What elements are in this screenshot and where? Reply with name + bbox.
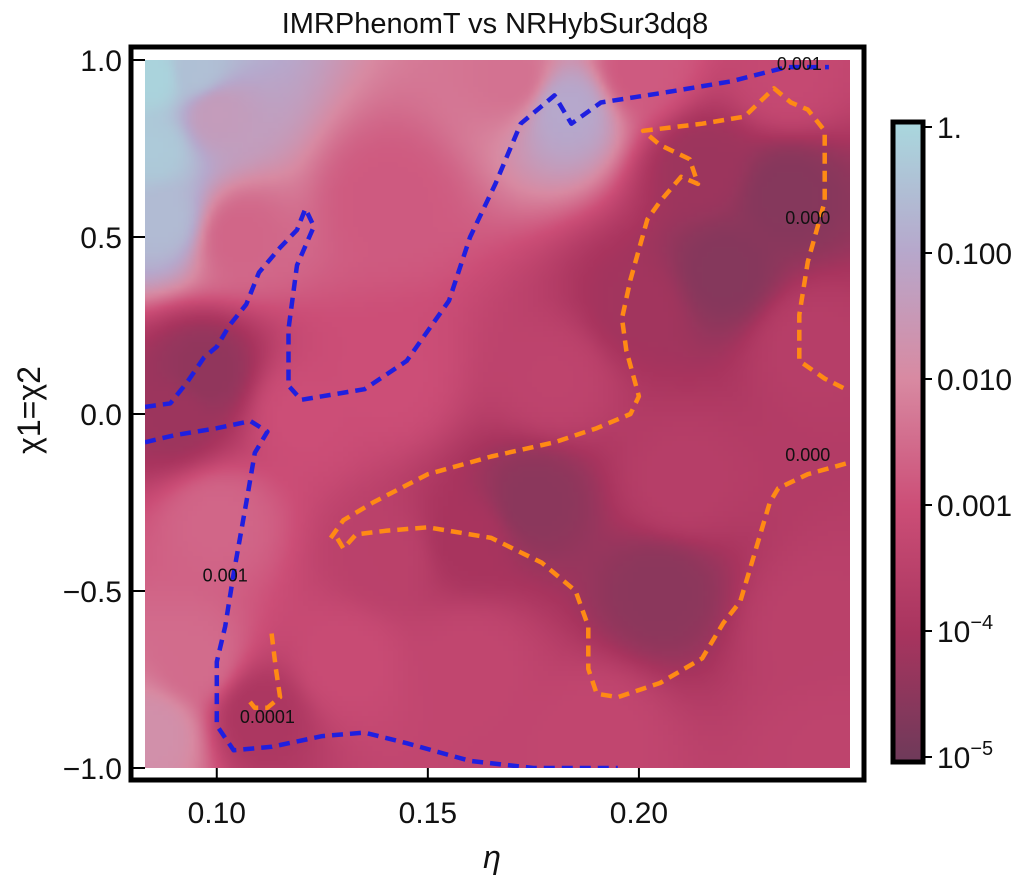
- y-axis-label: χ1=χ2: [11, 366, 47, 454]
- contour-label: 0.001: [203, 566, 248, 586]
- y-tick-label: 1.0: [80, 45, 122, 78]
- y-axis-ticks: 1.0 0.5 0.0 −0.5 −1.0: [63, 45, 145, 786]
- colorbar-tick-label: 0.001: [937, 490, 1012, 523]
- chart-title: IMRPhenomT vs NRHybSur3dq8: [282, 8, 709, 40]
- colorbar-tick-label: 10−5: [937, 738, 993, 775]
- colorbar: [890, 119, 926, 765]
- y-tick-label: 0.5: [80, 222, 122, 255]
- colorbar-ticks: 1. 0.100 0.010 0.001 10−4 10−5: [923, 112, 1012, 775]
- y-tick-label: −0.5: [63, 576, 122, 609]
- plot-frame: [128, 44, 867, 783]
- contour-label: 0.001: [777, 54, 822, 74]
- contour-line-5: [333, 461, 847, 700]
- colorbar-tick-label: 0.100: [937, 238, 1012, 271]
- contour-labels: 0.001 0.000 0.000 0.001 0.0001: [203, 54, 831, 727]
- contour-line-3: [244, 633, 283, 711]
- contour-line-1: [145, 64, 829, 410]
- x-axis-ticks: 0.10 0.15 0.20: [188, 768, 668, 830]
- contour-lines: [145, 64, 847, 768]
- contour-label: 0.0001: [240, 707, 295, 727]
- contour-label: 0.000: [785, 208, 830, 228]
- colorbar-tick-label: 1.: [937, 112, 962, 145]
- x-tick-label: 0.10: [188, 797, 246, 830]
- y-tick-label: −1.0: [63, 753, 122, 786]
- contour-line-2: [145, 418, 618, 768]
- contour-label: 0.000: [785, 445, 830, 465]
- x-tick-label: 0.20: [610, 797, 668, 830]
- heatmap: [145, 60, 850, 768]
- y-tick-label: 0.0: [80, 399, 122, 432]
- colorbar-tick-label: 10−4: [937, 612, 993, 649]
- x-axis-label: η: [483, 839, 501, 875]
- colorbar-tick-label: 0.010: [937, 364, 1012, 397]
- heatmap-image: [145, 60, 850, 768]
- contour-line-4: [328, 86, 847, 540]
- x-tick-label: 0.15: [399, 797, 457, 830]
